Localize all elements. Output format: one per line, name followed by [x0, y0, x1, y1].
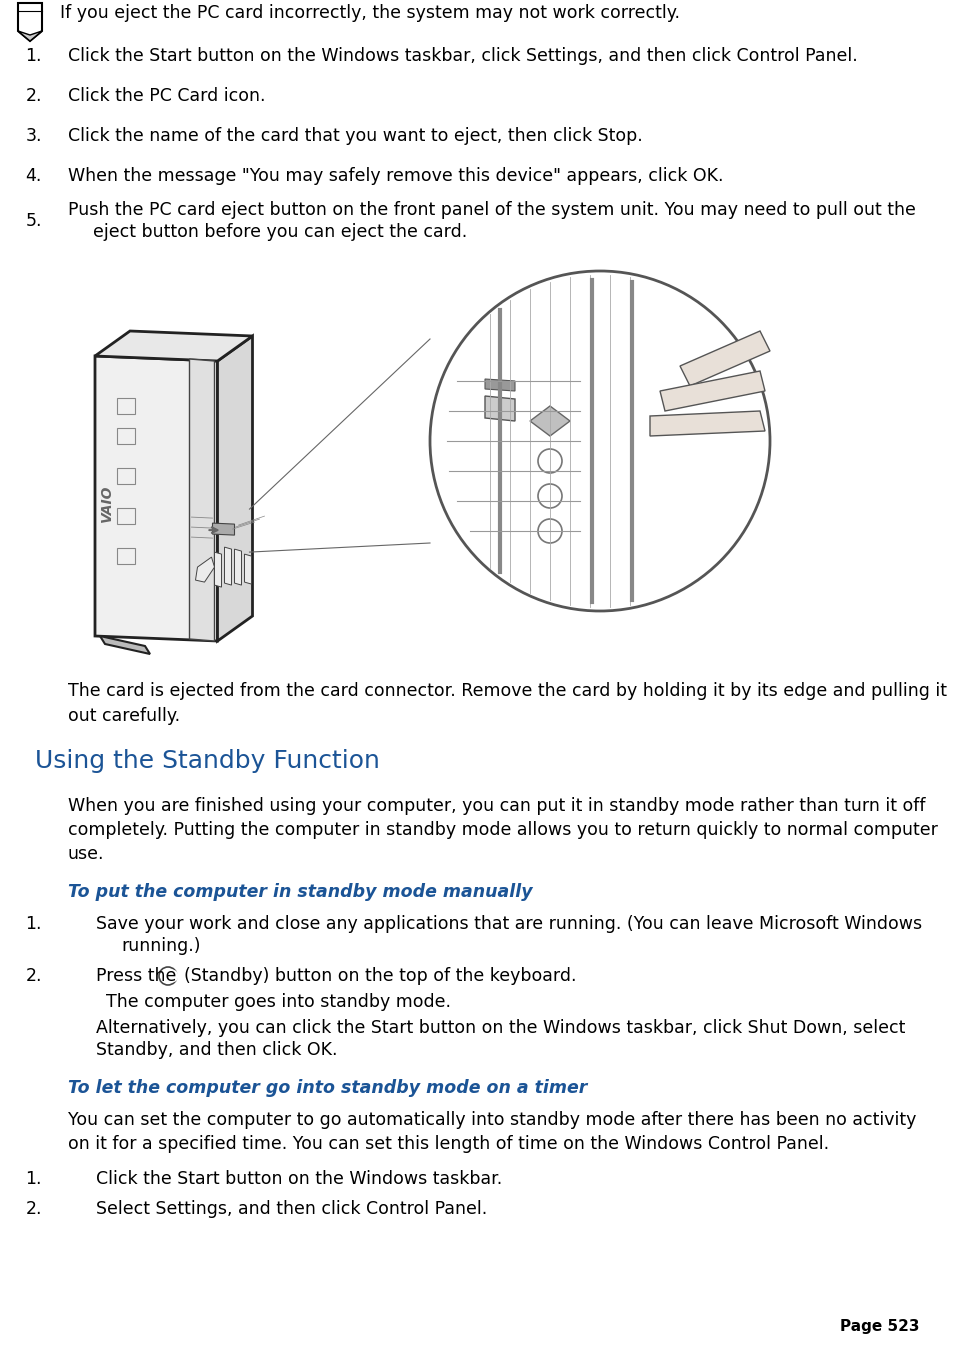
Text: completely. Putting the computer in standby mode allows you to return quickly to: completely. Putting the computer in stan… — [68, 821, 937, 839]
Polygon shape — [95, 357, 217, 640]
Polygon shape — [484, 380, 515, 390]
Text: Save your work and close any applications that are running. (You can leave Micro: Save your work and close any application… — [96, 915, 922, 934]
Polygon shape — [190, 359, 214, 640]
Text: When the message "You may safely remove this device" appears, click OK.: When the message "You may safely remove … — [68, 168, 722, 185]
Text: (Standby) button on the top of the keyboard.: (Standby) button on the top of the keybo… — [184, 967, 576, 985]
Text: 1.: 1. — [26, 1170, 42, 1188]
Text: When you are finished using your computer, you can put it in standby mode rather: When you are finished using your compute… — [68, 797, 924, 815]
Text: running.): running.) — [121, 938, 200, 955]
Polygon shape — [484, 396, 515, 422]
Text: Push the PC card eject button on the front panel of the system unit. You may nee: Push the PC card eject button on the fro… — [68, 201, 915, 219]
Text: Using the Standby Function: Using the Standby Function — [35, 748, 379, 773]
Text: Click the PC Card icon.: Click the PC Card icon. — [68, 86, 265, 105]
Polygon shape — [100, 636, 150, 654]
Text: on it for a specified time. You can set this length of time on the Windows Contr: on it for a specified time. You can set … — [68, 1135, 828, 1152]
Polygon shape — [244, 554, 252, 584]
Text: 1.: 1. — [26, 47, 42, 65]
Polygon shape — [195, 557, 214, 582]
Text: VAIO: VAIO — [100, 485, 113, 523]
Polygon shape — [679, 331, 769, 386]
Text: Select Settings, and then click Control Panel.: Select Settings, and then click Control … — [96, 1200, 487, 1219]
Polygon shape — [95, 331, 253, 361]
Text: To let the computer go into standby mode on a timer: To let the computer go into standby mode… — [68, 1079, 587, 1097]
Polygon shape — [224, 547, 232, 585]
Text: 1.: 1. — [26, 915, 42, 934]
Text: Click the name of the card that you want to eject, then click Stop.: Click the name of the card that you want… — [68, 127, 642, 145]
Polygon shape — [214, 553, 221, 588]
Text: Press the: Press the — [96, 967, 182, 985]
Text: 4.: 4. — [26, 168, 42, 185]
Text: 2.: 2. — [26, 967, 42, 985]
Polygon shape — [234, 549, 241, 585]
Circle shape — [165, 970, 178, 982]
Text: The computer goes into standby mode.: The computer goes into standby mode. — [106, 993, 451, 1011]
Text: 2.: 2. — [26, 86, 42, 105]
Polygon shape — [213, 523, 234, 535]
Text: The card is ejected from the card connector. Remove the card by holding it by it: The card is ejected from the card connec… — [68, 682, 946, 700]
Polygon shape — [18, 31, 42, 41]
Text: 2.: 2. — [26, 1200, 42, 1219]
Text: 5.: 5. — [26, 212, 42, 230]
Text: eject button before you can eject the card.: eject button before you can eject the ca… — [92, 223, 467, 240]
Text: Click the Start button on the Windows taskbar, click Settings, and then click Co: Click the Start button on the Windows ta… — [68, 47, 857, 65]
Polygon shape — [649, 411, 764, 436]
Text: out carefully.: out carefully. — [68, 707, 180, 725]
Text: To put the computer in standby mode manually: To put the computer in standby mode manu… — [68, 884, 532, 901]
Polygon shape — [217, 336, 253, 640]
Text: 3.: 3. — [26, 127, 42, 145]
Polygon shape — [530, 407, 569, 436]
Text: Page 523: Page 523 — [840, 1319, 919, 1333]
Polygon shape — [659, 372, 764, 411]
Circle shape — [430, 272, 769, 611]
Text: Alternatively, you can click the Start button on the Windows taskbar, click Shut: Alternatively, you can click the Start b… — [96, 1019, 904, 1038]
Text: If you eject the PC card incorrectly, the system may not work correctly.: If you eject the PC card incorrectly, th… — [60, 4, 679, 22]
Text: Standby, and then click OK.: Standby, and then click OK. — [96, 1042, 337, 1059]
Text: use.: use. — [68, 844, 105, 863]
Text: You can set the computer to go automatically into standby mode after there has b: You can set the computer to go automatic… — [68, 1111, 916, 1129]
Text: Click the Start button on the Windows taskbar.: Click the Start button on the Windows ta… — [96, 1170, 501, 1188]
